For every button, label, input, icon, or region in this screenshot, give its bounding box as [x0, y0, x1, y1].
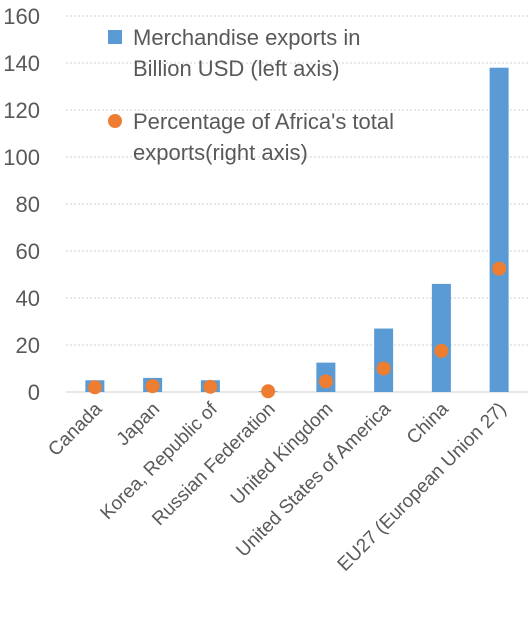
- data-point: [492, 261, 507, 276]
- gridlines: [66, 15, 528, 346]
- y-tick-label: 80: [16, 192, 40, 217]
- y-tick-label: 0: [28, 380, 40, 405]
- y-tick-label: 120: [3, 98, 40, 123]
- x-tick-label: United Kingdom: [227, 399, 337, 509]
- data-point: [261, 384, 276, 399]
- data-point: [318, 374, 333, 389]
- legend-label: exports(right axis): [133, 140, 308, 165]
- y-tick-label: 40: [16, 286, 40, 311]
- y-axis-ticks: 0 20 40 60 80 100 120 140 160: [3, 4, 40, 405]
- bar: [489, 67, 509, 392]
- y-tick-label: 160: [3, 4, 40, 29]
- bar: [431, 283, 451, 392]
- y-tick-label: 60: [16, 239, 40, 264]
- bar: [374, 328, 394, 392]
- x-tick-label: Japan: [113, 399, 164, 450]
- data-point: [376, 361, 391, 376]
- legend-label: Merchandise exports in: [133, 25, 360, 50]
- legend-label: Billion USD (left axis): [133, 56, 340, 81]
- data-point: [203, 379, 218, 394]
- x-tick-label: China: [403, 398, 453, 448]
- point-series: [87, 261, 507, 399]
- data-point: [145, 379, 160, 394]
- data-point: [434, 343, 449, 358]
- legend-swatch-bar: [108, 30, 122, 44]
- legend-swatch-point: [108, 114, 122, 128]
- data-point: [87, 380, 102, 395]
- y-tick-label: 140: [3, 51, 40, 76]
- y-tick-label: 20: [16, 333, 40, 358]
- y-tick-label: 100: [3, 145, 40, 170]
- x-tick-label: Canada: [44, 398, 106, 460]
- legend-label: Percentage of Africa's total: [133, 109, 394, 134]
- legend: Merchandise exports in Billion USD (left …: [108, 25, 394, 165]
